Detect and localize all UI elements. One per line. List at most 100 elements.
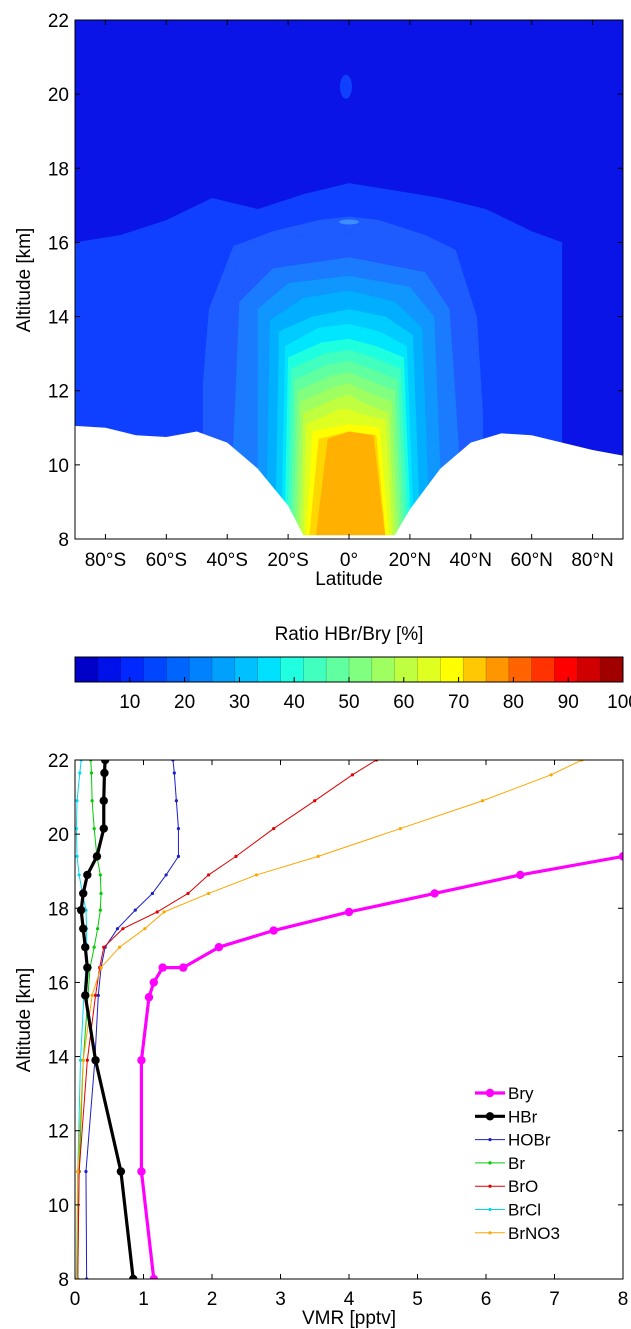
colorbar-segment <box>166 657 190 682</box>
series-point <box>99 891 103 896</box>
legend-item: BrCl <box>475 1201 541 1220</box>
series-point <box>149 1274 158 1279</box>
series-point <box>75 826 78 831</box>
series-point <box>78 771 82 775</box>
colorbar-title: Ratio HBr/Bry [%] <box>275 624 424 645</box>
series-point <box>143 927 147 931</box>
y-tick-label: 14 <box>48 1048 70 1069</box>
series-point <box>99 796 108 805</box>
profile-x-ticks: 0 1 2 3 4 5 6 7 8 <box>70 760 629 1310</box>
series-point <box>206 891 211 896</box>
series-point <box>93 993 98 998</box>
series-point <box>99 966 103 970</box>
profile-ylabel: Altitude [km] <box>14 968 35 1073</box>
series-point <box>76 1169 80 1174</box>
y-tick-label: 8 <box>58 530 69 551</box>
series-point <box>133 908 137 912</box>
series-point <box>100 768 109 778</box>
colorbar-segment <box>212 657 236 682</box>
series-point <box>272 826 276 831</box>
series-point <box>77 873 81 877</box>
series-point <box>79 889 88 898</box>
colorbar-segment <box>440 657 464 682</box>
colorbar-segment <box>120 657 144 682</box>
series-point <box>98 908 102 912</box>
x-tick-label: 3 <box>275 1289 286 1310</box>
series-point <box>516 870 525 880</box>
contour-fills <box>75 20 623 539</box>
colorbar-segment <box>349 657 373 682</box>
series-point <box>90 993 94 998</box>
series-point <box>116 1167 126 1176</box>
x-tick-label: 8 <box>618 1289 629 1310</box>
series-point <box>92 852 102 861</box>
series-point <box>234 854 238 858</box>
series-point <box>90 799 94 803</box>
series-point <box>79 924 88 933</box>
series-point <box>85 1058 89 1062</box>
colorbar-ticks: 10 20 30 40 50 60 70 80 90 100 <box>119 677 631 713</box>
series-point <box>121 927 125 931</box>
contour-feature <box>339 219 359 225</box>
colorbar-segment <box>234 657 259 682</box>
series-point <box>76 905 86 915</box>
colorbar-segment <box>97 657 122 682</box>
series-point <box>92 945 96 949</box>
series-point <box>186 891 190 896</box>
series-brno3 <box>75 760 584 1279</box>
series-point <box>92 826 96 831</box>
profile-plot-background <box>75 760 623 1279</box>
colorbar-segment <box>189 657 213 682</box>
series-point <box>102 945 106 949</box>
series-point <box>99 824 108 833</box>
legend-item: Bry <box>475 1084 534 1103</box>
legend-label: Br <box>508 1154 525 1173</box>
series-point <box>269 926 278 935</box>
series-point <box>164 873 168 877</box>
x-tick-label: 80°S <box>85 550 126 571</box>
series-point <box>83 963 92 972</box>
y-tick-label: 20 <box>48 825 69 846</box>
series-point <box>83 870 92 880</box>
series-point <box>430 889 439 898</box>
x-tick-label: 20°S <box>267 550 308 571</box>
colorbar-segment <box>417 657 441 682</box>
legend-label: Bry <box>508 1084 534 1103</box>
series-point <box>214 943 224 952</box>
legend-item: HOBr <box>475 1131 551 1150</box>
colorbar-segment <box>463 657 487 682</box>
series-point <box>398 826 402 831</box>
y-tick-label: 12 <box>48 1122 69 1143</box>
y-tick-label: 18 <box>48 159 69 180</box>
series-point <box>254 873 259 877</box>
series-point <box>98 873 102 877</box>
series-point <box>137 1167 146 1176</box>
x-tick-label: 40°S <box>207 550 248 571</box>
x-tick-label: 60°N <box>510 550 552 571</box>
colorbar-tick-label: 70 <box>448 692 469 713</box>
x-tick-label: 0 <box>70 1289 81 1310</box>
colorbar-segment <box>531 657 555 682</box>
series-point <box>75 799 79 803</box>
series-point <box>96 927 100 931</box>
series-point <box>81 991 90 1000</box>
colorbar-segment <box>326 657 350 682</box>
x-tick-label: 0° <box>340 550 358 571</box>
y-tick-label: 20 <box>48 85 69 106</box>
x-tick-label: 40°N <box>450 550 492 571</box>
legend-item: BrNO3 <box>475 1224 560 1243</box>
colorbar-segment <box>577 657 601 682</box>
legend-marker <box>488 1161 492 1165</box>
colorbar-tick-label: 80 <box>503 692 524 713</box>
legend-marker <box>488 1231 492 1235</box>
contour-band <box>315 431 386 539</box>
series-point <box>81 1058 85 1062</box>
colorbar-tick-label: 10 <box>119 692 140 713</box>
legend-marker <box>488 1207 492 1212</box>
x-tick-label: 7 <box>549 1289 560 1310</box>
colorbar-segment <box>508 657 533 682</box>
legend-label: BrNO3 <box>508 1224 560 1243</box>
series-bry <box>137 852 623 1279</box>
legend-label: BrCl <box>508 1201 541 1220</box>
contour-ylabel: Altitude [km] <box>14 228 35 333</box>
